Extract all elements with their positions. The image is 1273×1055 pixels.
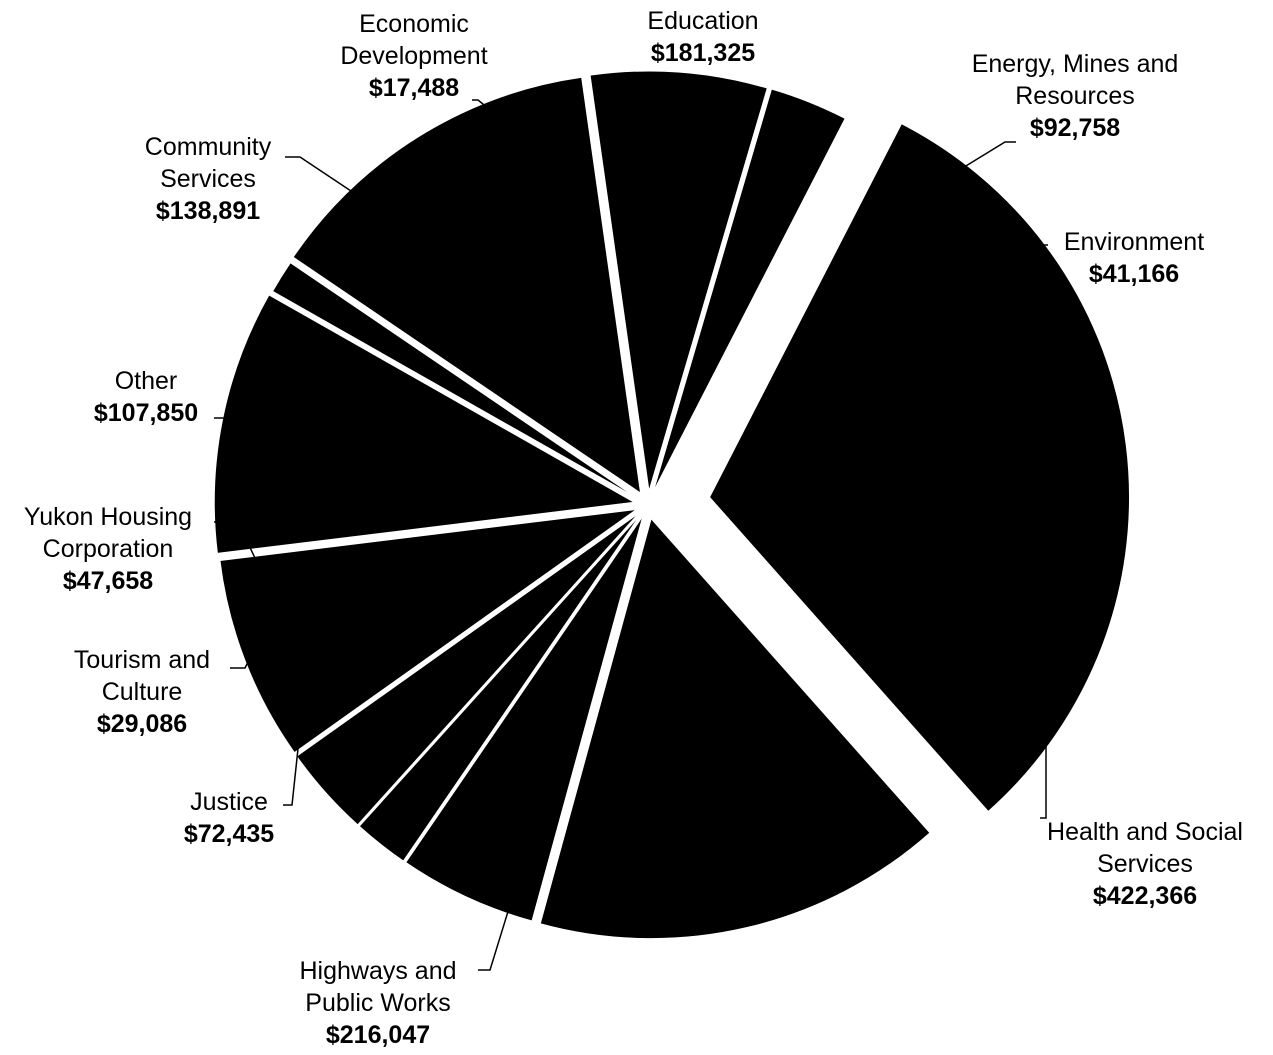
leader-line <box>1040 700 1047 819</box>
slice-category-label: Services <box>160 165 256 193</box>
slice-label: Tourism and Culture $29,086 <box>74 646 210 738</box>
slice-category-label: Health and Social <box>1047 818 1243 846</box>
slice-label: Environment $41,166 <box>1064 228 1204 288</box>
leader-line <box>230 633 263 669</box>
pie-slices <box>213 70 1131 940</box>
slice-category-label: Highways and <box>299 957 456 985</box>
slice-category-label: Resources <box>1015 82 1135 110</box>
slice-category-label: Environment <box>1064 228 1204 256</box>
slice-value-label: $422,366 <box>1093 882 1197 910</box>
slice-label: Education $181,325 <box>647 7 758 67</box>
pie-slice <box>405 515 644 922</box>
pie-slice <box>539 517 931 940</box>
slice-category-label: Services <box>1097 850 1193 878</box>
pie-slice <box>708 123 1131 813</box>
slice-value-label: $216,047 <box>326 1021 430 1049</box>
leader-line <box>214 521 271 591</box>
pie-slice <box>219 508 638 754</box>
slice-value-label: $17,488 <box>369 74 459 102</box>
leader-line <box>478 904 511 971</box>
slice-category-label: Public Works <box>305 989 450 1017</box>
pie-slice <box>652 88 846 493</box>
leader-line <box>285 156 373 206</box>
slice-value-label: $92,758 <box>1030 114 1120 142</box>
slice-value-label: $47,658 <box>63 567 153 595</box>
slice-category-label: Community <box>145 133 272 161</box>
slice-label: Community Services $138,891 <box>145 133 272 225</box>
slice-label: Energy, Mines and Resources $92,758 <box>972 50 1179 142</box>
pie-slice <box>271 261 639 500</box>
slice-value-label: $72,435 <box>184 820 274 848</box>
slice-category-label: Culture <box>102 678 183 706</box>
pie-slice <box>589 70 768 492</box>
slice-category-label: Economic <box>359 10 469 38</box>
slice-label: Yukon Housing Corporation $47,658 <box>24 503 192 595</box>
slice-category-label: Tourism and <box>74 646 210 674</box>
slice-category-label: Development <box>340 42 487 70</box>
slice-category-label: Justice <box>190 788 268 816</box>
slice-value-label: $138,891 <box>156 197 260 225</box>
slice-value-label: $29,086 <box>97 710 187 738</box>
pie-slice <box>292 76 642 495</box>
leader-lines <box>214 99 1048 971</box>
slice-value-label: $107,850 <box>94 399 198 427</box>
leader-line <box>942 141 1016 181</box>
slice-label: Highways and Public Works $216,047 <box>299 957 456 1049</box>
slice-label: Other $107,850 <box>94 367 198 427</box>
leader-line <box>472 99 501 119</box>
leader-line <box>214 411 259 419</box>
pie-slice <box>358 514 641 862</box>
slice-value-label: $181,325 <box>651 39 755 67</box>
slice-label: Economic Development $17,488 <box>340 10 487 102</box>
slice-labels: Health and Social Services $422,366 Highway… <box>24 7 1243 1049</box>
slice-category-label: Other <box>115 367 178 395</box>
slice-label: Justice $72,435 <box>184 788 274 848</box>
leader-line <box>1017 244 1048 271</box>
slice-category-label: Energy, Mines and <box>972 50 1179 78</box>
slice-category-label: Education <box>647 7 758 35</box>
slice-category-label: Corporation <box>43 535 174 563</box>
pie-slice <box>213 294 636 554</box>
slice-value-label: $41,166 <box>1089 260 1179 288</box>
slice-label: Health and Social Services $422,366 <box>1047 818 1243 910</box>
slice-category-label: Yukon Housing <box>24 503 192 531</box>
leader-line <box>283 729 301 806</box>
